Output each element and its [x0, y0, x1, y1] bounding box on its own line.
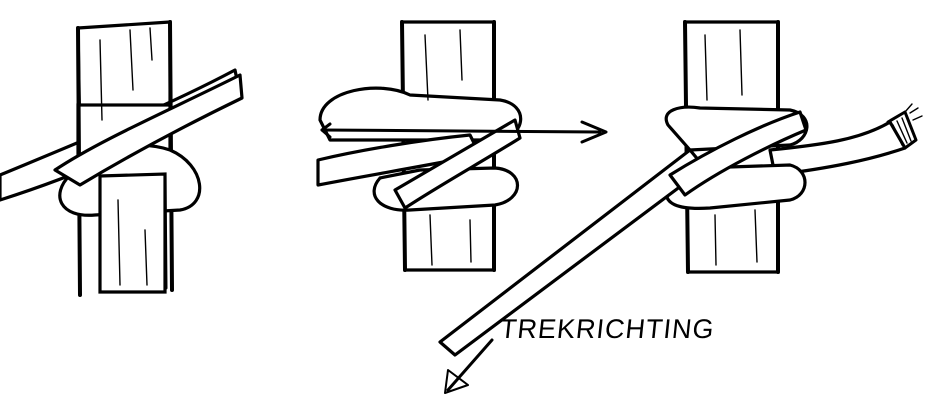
step-2-figure: [316, 20, 608, 272]
step-2-arrow: [320, 128, 602, 134]
pull-direction-label: TREKRICHTING: [498, 314, 717, 344]
step-3-figure: [438, 20, 923, 357]
step-3-rope-end: [886, 110, 918, 150]
pull-direction-arrow: [444, 338, 494, 394]
step-1-figure: [0, 20, 244, 297]
step-3-rope-front: [668, 110, 808, 197]
step-2-rope-front: [393, 118, 522, 210]
step-1-rope-front: [53, 73, 244, 187]
step-1-pole-bottom: [98, 172, 167, 294]
